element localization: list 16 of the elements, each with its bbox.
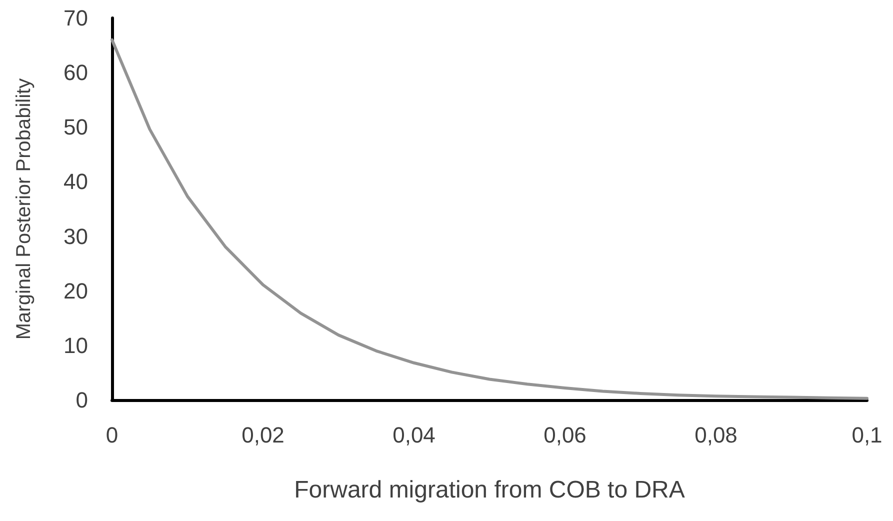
x-axis-title: Forward migration from COB to DRA — [294, 476, 685, 504]
x-tick-label: 0,04 — [392, 422, 436, 448]
x-tick-label: 0 — [106, 422, 118, 448]
y-tick-label: 30 — [64, 224, 88, 249]
y-tick-label: 50 — [64, 114, 88, 140]
y-axis-title: Marginal Posterior Probability — [13, 78, 35, 340]
x-tick-label: 0,02 — [242, 422, 284, 448]
y-tick-label: 70 — [64, 6, 88, 30]
y-tick-label: 0 — [76, 388, 88, 412]
x-tick-label: 0,08 — [694, 422, 738, 448]
y-tick-label: 10 — [64, 332, 88, 358]
y-tick-label: 60 — [64, 60, 88, 86]
x-tick-label: 0,06 — [544, 422, 586, 448]
y-tick-label: 40 — [64, 169, 88, 194]
y-tick-label: 20 — [64, 278, 88, 304]
x-tick-label: 0,1 — [852, 422, 882, 448]
